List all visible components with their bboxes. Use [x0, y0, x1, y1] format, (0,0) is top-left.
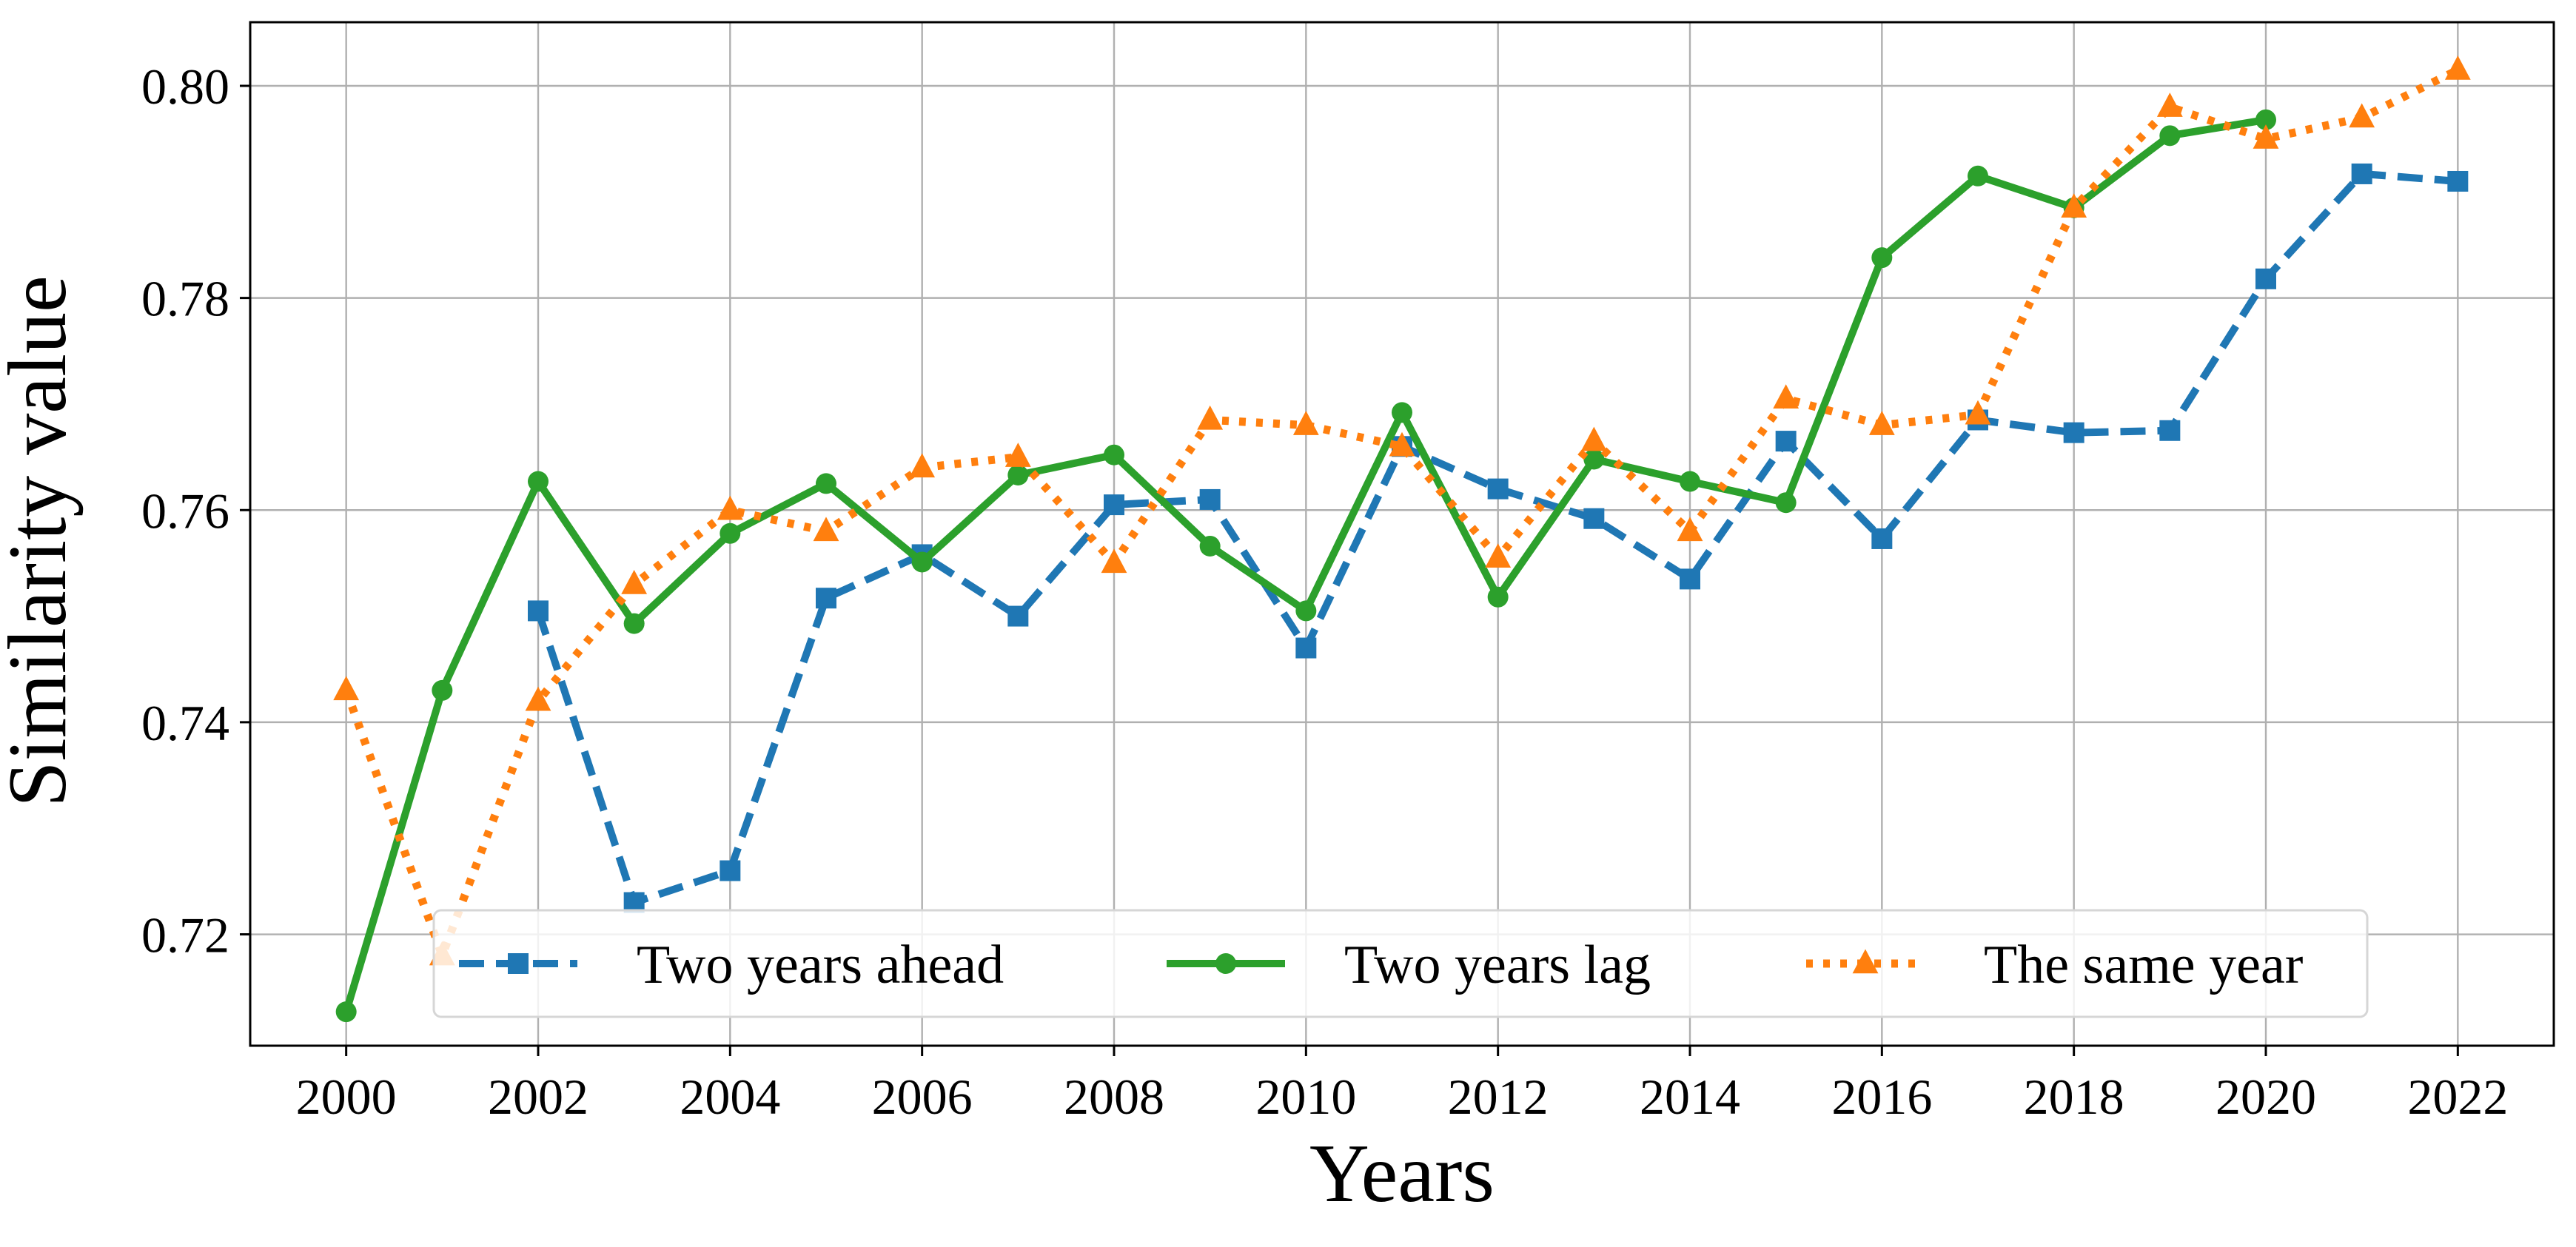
- data-point: [1680, 471, 1700, 492]
- data-point: [1295, 600, 1317, 622]
- data-point: [1775, 431, 1797, 452]
- legend-entry: The same year: [1806, 935, 2303, 995]
- data-point: [2255, 268, 2276, 289]
- series-line: [342, 66, 2460, 960]
- data-point: [1007, 464, 1029, 485]
- data-point: [717, 495, 743, 520]
- legend-entry: Two years lag: [1167, 935, 1651, 995]
- y-tick-label: 0.76: [141, 483, 229, 539]
- data-point: [2253, 124, 2279, 149]
- data-point: [2159, 420, 2181, 441]
- data-point: [1487, 478, 1509, 500]
- data-point: [1485, 543, 1512, 568]
- data-point: [1487, 586, 1509, 608]
- data-point: [2444, 55, 2471, 80]
- x-tick-label: 2014: [1640, 1069, 1740, 1125]
- legend-marker: [1215, 953, 1236, 974]
- legend-entry: Two years ahead: [459, 935, 1004, 995]
- data-point: [720, 522, 741, 544]
- grid: [250, 22, 2554, 1046]
- data-point: [720, 860, 741, 881]
- legend-marker: [1852, 949, 1879, 974]
- x-tick-label: 2012: [1448, 1069, 1549, 1125]
- series-triangle-group: [333, 55, 2471, 966]
- data-point: [1775, 492, 1797, 514]
- data-point: [1965, 400, 1991, 425]
- data-point: [1101, 548, 1127, 574]
- y-tick-label: 0.78: [141, 271, 229, 327]
- series-line: [534, 169, 2458, 907]
- data-point: [1197, 405, 1224, 430]
- x-tick-label: 2000: [296, 1069, 397, 1125]
- data-point: [2349, 103, 2375, 128]
- data-point: [1007, 605, 1029, 627]
- data-point: [1199, 488, 1221, 510]
- data-point: [2156, 93, 2183, 117]
- x-tick-label: 2018: [2024, 1069, 2124, 1125]
- x-tick-label: 2022: [2407, 1069, 2508, 1125]
- data-point: [2063, 422, 2084, 443]
- y-tick-label: 0.72: [141, 907, 229, 964]
- data-point: [1968, 165, 1988, 186]
- x-tick-label: 2002: [488, 1069, 588, 1125]
- data-point: [1392, 402, 1412, 423]
- data-point: [1389, 431, 1415, 457]
- data-point: [525, 686, 551, 711]
- data-point: [1868, 411, 1895, 435]
- data-point: [621, 570, 648, 594]
- x-axis-label: Years: [1309, 1128, 1495, 1220]
- data-point: [1773, 384, 1799, 409]
- data-point: [1104, 494, 1124, 516]
- data-point: [1580, 426, 1607, 451]
- data-point: [816, 473, 836, 494]
- ticks: 2000 2002 2004 2006 2008 2010 2012 2014 2016 2018…: [141, 58, 2508, 1125]
- data-point: [2447, 170, 2469, 192]
- series-circle-group: [335, 109, 2276, 1023]
- data-point: [813, 517, 839, 542]
- data-point: [911, 551, 933, 573]
- data-point: [333, 676, 360, 701]
- data-point: [1295, 637, 1317, 659]
- data-point: [528, 600, 549, 622]
- series-layer: [333, 55, 2471, 1023]
- y-tick-label: 0.74: [141, 695, 229, 751]
- data-point: [623, 613, 645, 634]
- data-point: [909, 453, 936, 478]
- x-tick-label: 2010: [1255, 1069, 1356, 1125]
- data-point: [528, 471, 549, 492]
- y-tick-label: 0.80: [141, 58, 229, 115]
- x-tick-label: 2006: [872, 1069, 973, 1125]
- data-point: [1583, 448, 1605, 470]
- data-point: [1292, 411, 1319, 435]
- legend-label: The same year: [1984, 935, 2303, 995]
- data-point: [2351, 163, 2372, 184]
- x-tick-label: 2016: [1831, 1069, 1932, 1125]
- data-point: [2159, 125, 2181, 147]
- data-point: [432, 679, 453, 701]
- legend-label: Two years lag: [1344, 935, 1651, 995]
- legend-label: Two years ahead: [637, 935, 1004, 995]
- y-axis-label: Similarity value: [0, 275, 84, 807]
- data-point: [335, 1001, 357, 1023]
- legend-box: [432, 909, 2369, 1018]
- data-point: [1583, 508, 1605, 529]
- legend: Two years ahead Two years lag The same yea…: [432, 909, 2369, 1018]
- data-point: [1199, 535, 1221, 557]
- data-point: [1871, 247, 1893, 269]
- x-tick-label: 2020: [2216, 1069, 2316, 1125]
- plot-frame: [249, 21, 2555, 1047]
- data-point: [816, 588, 836, 609]
- legend-marker: [508, 953, 529, 974]
- data-point: [1677, 517, 1703, 542]
- data-point: [1680, 568, 1700, 590]
- data-point: [2255, 109, 2276, 130]
- data-point: [1004, 443, 1031, 467]
- data-point: [1104, 444, 1124, 465]
- data-point: [2061, 193, 2087, 218]
- x-tick-label: 2004: [680, 1069, 780, 1125]
- data-point: [1871, 528, 1893, 549]
- x-tick-label: 2008: [1064, 1069, 1164, 1125]
